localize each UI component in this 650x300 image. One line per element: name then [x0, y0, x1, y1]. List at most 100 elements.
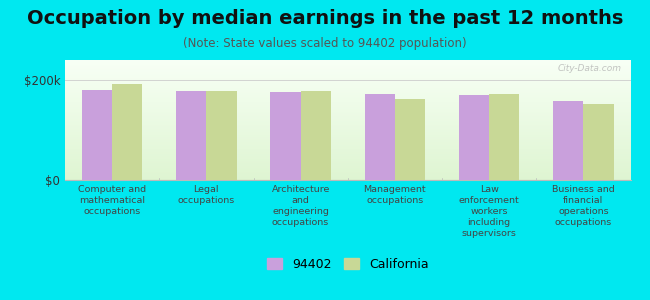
Bar [65, 126, 630, 127]
Bar [65, 157, 630, 158]
Bar [65, 80, 630, 81]
Bar [65, 172, 630, 173]
Bar [65, 97, 630, 98]
Bar [65, 121, 630, 122]
Bar [65, 170, 630, 171]
Bar [65, 64, 630, 65]
Bar [65, 79, 630, 80]
Bar [65, 109, 630, 110]
Bar [365, 94, 395, 180]
Bar [65, 73, 630, 74]
Bar [553, 101, 584, 180]
Bar [65, 117, 630, 118]
Bar [65, 108, 630, 109]
Bar [65, 162, 630, 163]
Bar [65, 140, 630, 141]
Bar [65, 150, 630, 151]
Bar [65, 66, 630, 67]
Bar [489, 94, 519, 180]
Bar [65, 88, 630, 89]
Bar [65, 114, 630, 115]
Bar [65, 123, 630, 124]
Bar [65, 169, 630, 170]
Bar [65, 177, 630, 178]
Bar [65, 65, 630, 66]
Bar [65, 68, 630, 69]
Bar [65, 131, 630, 132]
Bar [65, 174, 630, 175]
Bar [65, 130, 630, 131]
Bar [65, 146, 630, 147]
Bar [65, 149, 630, 150]
Bar [65, 166, 630, 167]
Bar [584, 103, 614, 180]
Bar [65, 105, 630, 106]
Bar [65, 69, 630, 70]
Bar [65, 168, 630, 169]
Bar [65, 78, 630, 79]
Bar [65, 99, 630, 100]
Bar [65, 159, 630, 160]
Bar [65, 148, 630, 149]
Bar [65, 120, 630, 121]
Bar [65, 63, 630, 64]
Bar [65, 92, 630, 93]
Bar [65, 113, 630, 114]
Bar [65, 85, 630, 86]
Bar [65, 62, 630, 63]
Bar [65, 154, 630, 155]
Bar [65, 137, 630, 138]
Bar [65, 67, 630, 68]
Bar [65, 156, 630, 157]
Bar [65, 70, 630, 71]
Bar [65, 87, 630, 88]
Bar [65, 75, 630, 76]
Bar [65, 76, 630, 77]
Bar [65, 74, 630, 75]
Bar [65, 107, 630, 108]
Bar [112, 84, 142, 180]
Bar [65, 112, 630, 113]
Bar [65, 96, 630, 97]
Bar [65, 155, 630, 156]
Bar [65, 83, 630, 84]
Bar [65, 167, 630, 168]
Bar [65, 144, 630, 145]
Bar [65, 178, 630, 179]
Bar [65, 93, 630, 94]
Bar [65, 163, 630, 164]
Bar [65, 142, 630, 143]
Bar [65, 133, 630, 134]
Bar [459, 95, 489, 180]
Bar [65, 95, 630, 96]
Bar [300, 91, 331, 180]
Bar [65, 173, 630, 174]
Bar [65, 84, 630, 85]
Bar [65, 81, 630, 82]
Bar [65, 71, 630, 72]
Text: Occupation by median earnings in the past 12 months: Occupation by median earnings in the pas… [27, 9, 623, 28]
Bar [176, 91, 206, 180]
Bar [65, 61, 630, 62]
Bar [65, 90, 630, 91]
Bar [65, 175, 630, 176]
Bar [82, 90, 112, 180]
Bar [65, 147, 630, 148]
Bar [65, 118, 630, 119]
Bar [65, 122, 630, 123]
Bar [65, 176, 630, 177]
Bar [65, 127, 630, 128]
Bar [65, 111, 630, 112]
Bar [65, 165, 630, 166]
Legend: 94402, California: 94402, California [262, 253, 434, 276]
Bar [65, 72, 630, 73]
Bar [65, 119, 630, 120]
Bar [65, 104, 630, 105]
Bar [65, 153, 630, 154]
Text: (Note: State values scaled to 94402 population): (Note: State values scaled to 94402 popu… [183, 38, 467, 50]
Bar [395, 99, 425, 180]
Bar [65, 134, 630, 135]
Bar [65, 164, 630, 165]
Bar [65, 135, 630, 136]
Bar [65, 106, 630, 107]
